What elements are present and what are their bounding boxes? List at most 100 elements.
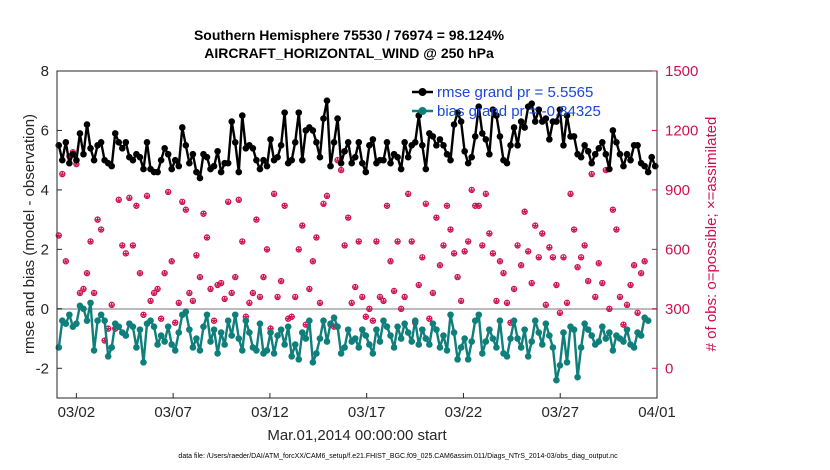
y-tick-label: 4 [41, 182, 49, 199]
bias-point [334, 323, 341, 330]
rmse-point [493, 112, 500, 119]
rmse-point [182, 142, 190, 149]
obs-possible-point [514, 242, 521, 249]
obs-possible-point [348, 299, 355, 307]
obs-assimilated-point: * [642, 256, 648, 271]
obs-possible-point [380, 297, 387, 305]
obs-assimilated-point: * [568, 189, 574, 204]
rmse-point [591, 150, 599, 158]
obs-possible-point [482, 190, 490, 198]
bias-point [97, 311, 105, 319]
obs-possible-point [560, 254, 567, 261]
obs-assimilated-point: * [99, 225, 105, 240]
obs-assimilated-point: * [420, 252, 426, 267]
x-tick-label: 03/17 [348, 404, 386, 421]
bias-point [510, 317, 518, 325]
obs-possible-point [217, 279, 225, 287]
bias-point [284, 323, 292, 330]
obs-possible-point [426, 315, 433, 322]
obs-possible-point [281, 202, 288, 209]
obs-assimilated-point: * [240, 236, 246, 251]
bias-point [122, 332, 130, 339]
obs-assimilated-point: * [190, 296, 196, 311]
obs-assimilated-point: * [497, 256, 503, 271]
bias-point [94, 317, 101, 325]
obs-possible-point [182, 206, 190, 213]
bias-point [433, 326, 440, 333]
rmse-point [581, 142, 588, 149]
obs-possible-point [355, 238, 362, 245]
obs-assimilated-point: * [455, 272, 461, 287]
obs-assimilated-point: * [607, 304, 613, 319]
obs-assimilated-point: * [360, 292, 366, 307]
obs-possible-point [528, 279, 535, 287]
rmse-point [337, 159, 345, 167]
obs-possible-point [186, 289, 193, 297]
bias-point [464, 356, 472, 363]
obs-possible-point [292, 293, 299, 301]
obs-possible-point [115, 196, 122, 204]
bias-point [546, 332, 553, 339]
bias-point [429, 320, 437, 327]
obs-assimilated-point: * [536, 252, 542, 267]
obs-possible-point [140, 311, 147, 318]
obs-assimilated-point: * [293, 292, 299, 307]
chart-subtitle: AIRCRAFT_HORIZONTAL_WIND @ 250 hPa [204, 45, 494, 61]
obs-possible-point [461, 248, 468, 255]
obs-assimilated-point: * [60, 169, 66, 184]
rmse-point [334, 115, 341, 122]
rmse-point [66, 159, 73, 167]
bias-point [66, 311, 73, 319]
rmse-point [358, 159, 366, 167]
obs-possible-point [288, 313, 295, 320]
obs-possible-point [401, 293, 408, 301]
rmse-point [546, 136, 553, 143]
bias-point [62, 320, 70, 327]
obs-assimilated-point: * [402, 292, 408, 307]
obs-assimilated-point: * [254, 215, 260, 230]
obs-assimilated-point: * [427, 314, 433, 329]
obs-possible-point [277, 277, 285, 285]
legend-rmse-marker [418, 88, 427, 96]
obs-possible-point [203, 234, 211, 241]
obs-assimilated-point: * [515, 240, 521, 255]
obs-possible-point [168, 258, 175, 265]
rmse-point [228, 118, 236, 125]
bias-point [140, 359, 147, 366]
bias-point [471, 317, 479, 325]
obs-possible-point [193, 252, 200, 259]
rmse-point [616, 150, 624, 158]
chart-title: Southern Hemisphere 75530 / 76974 = 98.1… [194, 27, 505, 43]
data-file-footnote: data file: /Users/raeder/DAI/ATM_forcXX/… [178, 453, 618, 460]
obs-assimilated-point: * [56, 230, 62, 245]
rmse-point [383, 139, 391, 146]
rmse-point [443, 150, 451, 158]
rmse-point [380, 156, 387, 164]
rmse-point [489, 106, 497, 113]
bias-point [606, 329, 613, 336]
obs-assimilated-point: * [159, 314, 165, 329]
obs-possible-point [263, 246, 271, 253]
bias-point [253, 347, 260, 354]
bias-point [549, 344, 557, 351]
obs-assimilated-point: * [339, 165, 345, 180]
rmse-point [486, 150, 493, 158]
obs-assimilated-point: * [469, 185, 475, 200]
obs-possible-point [408, 238, 415, 245]
bias-point [330, 314, 338, 322]
bias-point [277, 326, 285, 333]
obs-possible-point [450, 250, 458, 257]
bias-point [556, 362, 564, 369]
y2-tick-label: 1500 [665, 63, 698, 80]
rmse-point [366, 142, 373, 149]
bias-point [404, 329, 412, 336]
obs-assimilated-point: * [289, 312, 295, 327]
rmse-point [397, 165, 405, 173]
obs-possible-point [394, 238, 401, 245]
y-tick-label: 0 [41, 301, 49, 318]
rmse-point [140, 165, 147, 173]
obs-assimilated-point: * [490, 248, 496, 263]
obs-assimilated-point: * [222, 294, 228, 309]
rmse-point [263, 162, 271, 170]
rmse-point [224, 159, 232, 167]
